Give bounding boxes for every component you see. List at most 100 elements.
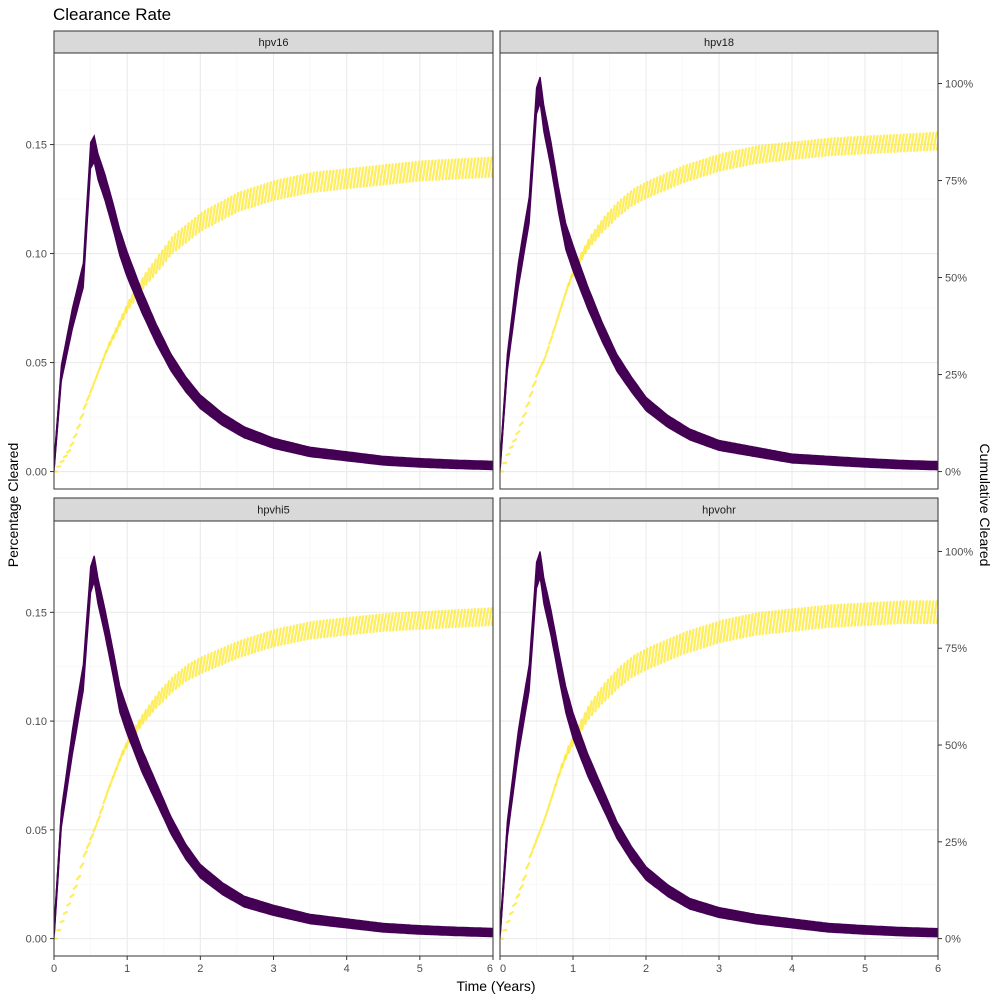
cumulative-band-mark — [863, 602, 869, 627]
cumulative-band-mark — [787, 608, 794, 633]
cumulative-band-mark — [709, 155, 715, 175]
cumulative-band-mark — [676, 633, 682, 658]
rate-line — [54, 568, 493, 935]
cumulative-band-mark — [627, 190, 633, 210]
cumulative-band-mark — [474, 607, 480, 628]
cumulative-band-mark — [906, 600, 912, 625]
cumulative-band-mark — [273, 179, 279, 201]
cumulative-band-mark — [316, 619, 322, 639]
x-tick-label: 1 — [570, 963, 576, 975]
cumulative-band-mark — [243, 188, 250, 211]
cumulative-band-mark — [883, 601, 889, 626]
cumulative-band-mark — [210, 650, 217, 670]
cumulative-band-mark — [561, 292, 567, 305]
cumulative-band-mark — [388, 163, 394, 185]
cumulative-band-mark — [378, 613, 385, 633]
cumulative-band-mark — [505, 452, 511, 457]
cumulative-band-mark — [89, 384, 95, 394]
x-tick-label: 6 — [487, 963, 493, 975]
cumulative-band-mark — [230, 642, 236, 662]
cumulative-band-mark — [118, 749, 124, 762]
cumulative-band-mark — [128, 292, 134, 309]
y2-tick-label: 25% — [945, 837, 967, 849]
cumulative-band-mark — [220, 646, 226, 666]
cumulative-band-mark — [906, 133, 912, 153]
cumulative-band-mark — [879, 601, 886, 626]
rate-line — [500, 564, 938, 935]
cumulative-band-mark — [247, 187, 253, 210]
cumulative-band-mark — [613, 667, 620, 692]
cumulative-band-mark — [122, 305, 128, 321]
cumulative-band-mark — [233, 640, 240, 660]
cumulative-band-mark — [471, 157, 477, 179]
cumulative-band-mark — [382, 612, 388, 632]
cumulative-band-mark — [525, 862, 531, 870]
cumulative-band-mark — [336, 617, 342, 637]
cumulative-band-mark — [194, 657, 200, 678]
x-tick-label: 2 — [643, 963, 649, 975]
y-tick-label: 0.15 — [26, 140, 47, 152]
cumulative-band-mark — [415, 160, 421, 183]
cumulative-band-mark — [732, 616, 738, 641]
cumulative-band-mark — [824, 137, 830, 157]
cumulative-band-mark — [505, 919, 511, 924]
cumulative-band-mark — [299, 622, 306, 642]
cumulative-band-mark — [197, 211, 203, 234]
cumulative-band-mark — [679, 165, 685, 185]
cumulative-band-mark — [372, 164, 378, 187]
strip-background — [499, 30, 939, 54]
cumulative-band-mark — [135, 719, 141, 735]
cumulative-band-mark — [883, 134, 889, 154]
cumulative-band-mark — [161, 683, 167, 703]
cumulative-band-mark — [735, 615, 741, 640]
cumulative-band-mark — [699, 158, 705, 178]
rate-line — [500, 89, 938, 468]
cumulative-band-mark — [528, 390, 534, 398]
cumulative-band-mark — [850, 602, 856, 627]
cumulative-band-mark — [640, 182, 646, 202]
cumulative-band-mark — [673, 167, 679, 188]
panel-hpvhi5: hpvhi5 0.00 0.05 0.10 0.15 0 1 2 3 4 5 6 — [26, 497, 494, 975]
cumulative-band-mark — [487, 156, 493, 178]
cumulative-band-mark — [682, 163, 689, 184]
cumulative-band-mark — [929, 131, 935, 151]
cumulative-band-mark — [471, 608, 477, 628]
cumulative-band-mark — [161, 244, 167, 267]
cumulative-band-mark — [286, 625, 292, 645]
cumulative-band-mark — [280, 177, 286, 200]
cumulative-band-mark — [518, 884, 524, 891]
cumulative-band-mark — [349, 167, 355, 190]
cumulative-band-mark — [554, 313, 560, 325]
y2-tick-label: 25% — [945, 370, 967, 382]
cumulative-band-mark — [408, 161, 414, 183]
cumulative-band-mark — [263, 182, 269, 204]
x-tick-label: 3 — [716, 963, 722, 975]
cumulative-band-mark — [643, 180, 649, 200]
cumulative-band-mark — [79, 862, 85, 869]
cumulative-band-mark — [535, 832, 541, 842]
cumulative-band-mark — [92, 375, 98, 386]
cumulative-band-mark — [227, 643, 233, 663]
y2-tick-label: 75% — [945, 176, 967, 188]
cumulative-band-mark — [745, 146, 751, 167]
cumulative-band-mark — [204, 653, 210, 673]
panel-hpv18: hpv18 0% 25% 50% 75% 100% — [499, 30, 973, 490]
cumulative-band-mark — [270, 180, 276, 202]
cumulative-band-mark — [207, 206, 213, 228]
x-tick-label: 1 — [124, 963, 130, 975]
strip-background — [499, 497, 939, 522]
cumulative-band-mark — [607, 674, 613, 699]
cumulative-band-mark — [191, 659, 197, 679]
cumulative-band-mark — [411, 611, 417, 631]
cumulative-band-mark — [679, 631, 685, 656]
cumulative-band-mark — [718, 619, 725, 644]
cumulative-band-mark — [224, 644, 230, 664]
cumulative-band-mark — [359, 615, 365, 635]
cumulative-band-mark — [741, 147, 748, 167]
cumulative-band-mark — [444, 158, 450, 181]
cumulative-band-mark — [781, 142, 787, 162]
cumulative-band-mark — [804, 606, 810, 631]
cumulative-band-mark — [794, 607, 800, 632]
cumulative-band-mark — [870, 134, 876, 155]
cumulative-band-mark — [484, 156, 490, 179]
